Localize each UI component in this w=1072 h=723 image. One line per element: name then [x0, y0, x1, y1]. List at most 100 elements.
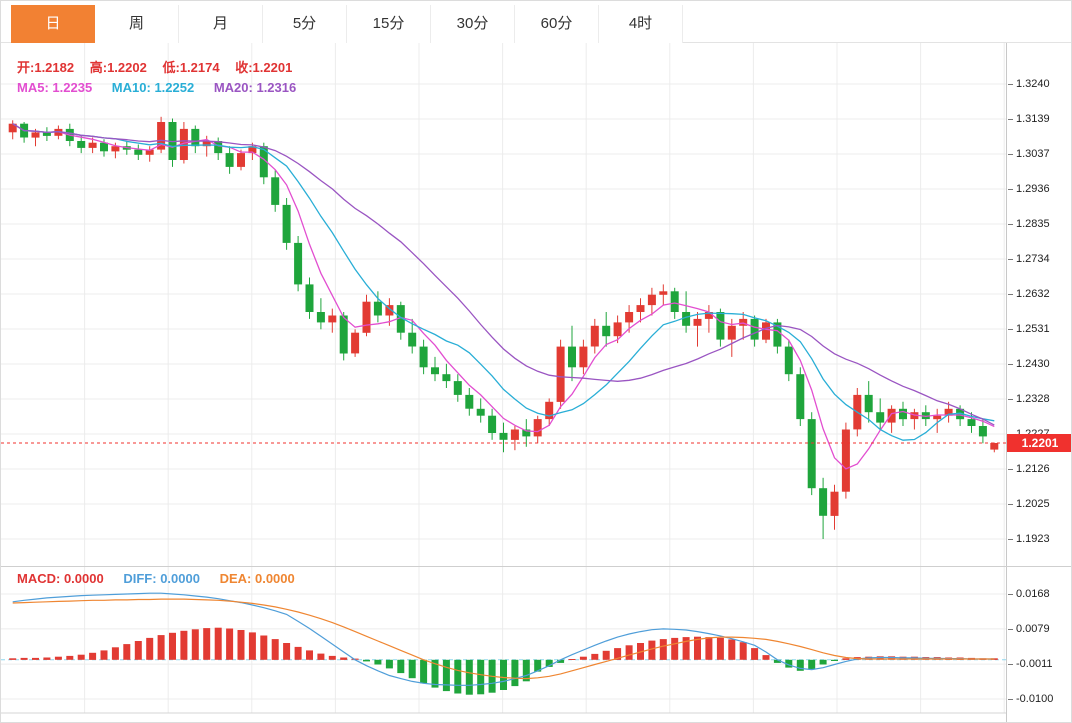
macd-bar: [625, 645, 633, 660]
macd-bar: [431, 659, 439, 688]
candle: [88, 137, 97, 154]
macd-bar: [671, 637, 679, 660]
candle: [590, 318, 599, 354]
ohlc-readout: 开:1.2182 高:1.2202 低:1.2174 收:1.2201: [17, 57, 304, 76]
macd-panel: 0.0168 0.0079 -0.0011 -0.0100 MACD: 0.0000 …: [1, 566, 1071, 723]
price-tick-label: 1.2025: [1008, 498, 1050, 510]
open-value: 1.2182: [34, 60, 75, 75]
price-axis: 1.3240 1.3139 1.3037 1.2936 1.2835 1.2734 1.26…: [1006, 43, 1071, 566]
candle: [499, 422, 508, 453]
candle: [647, 287, 656, 316]
candle: [442, 363, 451, 388]
price-tick-label: 1.2328: [1008, 393, 1050, 405]
macd-bar: [522, 659, 530, 682]
macd-bar: [773, 659, 781, 663]
macd-bar: [579, 656, 587, 660]
ma20-value: 1.2316: [256, 80, 297, 95]
candle: [978, 419, 987, 444]
ma10-value: 1.2252: [154, 80, 195, 95]
macd-bar: [20, 657, 28, 660]
tab-60min[interactable]: 60分: [515, 5, 599, 43]
macd-bar: [751, 648, 759, 660]
ma5-label: MA5:: [17, 80, 49, 95]
tab-4hour[interactable]: 4时: [599, 5, 683, 43]
candle: [545, 398, 554, 426]
macd-bar: [340, 657, 348, 660]
ma5-value: 1.2235: [52, 80, 93, 95]
candle: [316, 298, 325, 330]
tab-week[interactable]: 周: [95, 5, 179, 43]
macd-bar: [762, 655, 770, 660]
candle: [134, 144, 143, 160]
price-tick-label: 1.2126: [1008, 463, 1050, 475]
diff-line: [12, 592, 995, 686]
candlestick-chart[interactable]: [1, 43, 1006, 566]
price-tick-label: 1.3139: [1008, 113, 1050, 125]
candle: [157, 116, 166, 154]
candle: [168, 118, 177, 167]
macd-bar: [214, 627, 222, 660]
candle: [145, 146, 154, 162]
open-label: 开:: [17, 60, 35, 75]
price-tick-label: 1.2632: [1008, 288, 1050, 300]
candle: [716, 308, 725, 347]
dea-line: [12, 598, 995, 680]
candle: [944, 401, 953, 423]
macd-bar: [317, 653, 325, 660]
macd-bar: [306, 650, 313, 660]
macd-bar: [568, 659, 576, 660]
tab-15min[interactable]: 15分: [347, 5, 431, 43]
macd-bar: [694, 636, 701, 660]
candle: [693, 312, 702, 347]
price-tick-label: 1.2430: [1008, 358, 1050, 370]
macd-tick-label: -0.0011: [1008, 658, 1053, 670]
candle: [819, 477, 828, 539]
candle: [967, 412, 976, 433]
macd-chart[interactable]: [1, 567, 1006, 723]
candle: [807, 412, 816, 496]
macd-bar: [716, 637, 724, 660]
low-label: 低:: [162, 60, 180, 75]
tab-30min[interactable]: 30分: [431, 5, 515, 43]
candle: [294, 236, 303, 292]
macd-bar: [500, 659, 507, 690]
macd-bar: [237, 630, 245, 660]
macd-bar: [226, 628, 234, 660]
ma20-label: MA20:: [213, 80, 253, 95]
candle: [305, 277, 314, 319]
macd-bar: [659, 639, 667, 660]
tab-5min[interactable]: 5分: [263, 5, 347, 43]
candle: [271, 170, 280, 212]
macd-label: MACD:: [17, 571, 61, 586]
candle: [933, 408, 942, 433]
macd-tick-label: -0.0100: [1008, 693, 1053, 705]
candle: [8, 120, 17, 140]
high-value: 1.2202: [107, 60, 147, 75]
candle: [636, 298, 645, 323]
macd-bar: [32, 657, 39, 660]
macd-bar: [819, 659, 827, 665]
macd-bar: [842, 658, 850, 660]
candle: [990, 442, 999, 453]
macd-tick-label: 0.0168: [1008, 588, 1050, 600]
candle: [77, 135, 86, 154]
candle: [419, 339, 428, 375]
macd-bar: [545, 659, 553, 667]
candle: [899, 401, 907, 426]
candle: [556, 339, 565, 409]
close-value: 1.2201: [252, 60, 293, 75]
tab-day[interactable]: 日: [11, 5, 95, 43]
candle: [476, 398, 485, 423]
candle: [921, 405, 930, 426]
candle: [42, 127, 51, 141]
candle: [864, 381, 873, 423]
candle: [237, 149, 245, 171]
macd-bar: [705, 637, 713, 660]
candle: [568, 325, 576, 382]
candle: [682, 291, 691, 333]
candle: [830, 484, 839, 530]
macd-bar: [203, 628, 211, 660]
price-tick-label: 1.1923: [1008, 533, 1050, 545]
tab-month[interactable]: 月: [179, 5, 263, 43]
candle: [202, 135, 211, 157]
